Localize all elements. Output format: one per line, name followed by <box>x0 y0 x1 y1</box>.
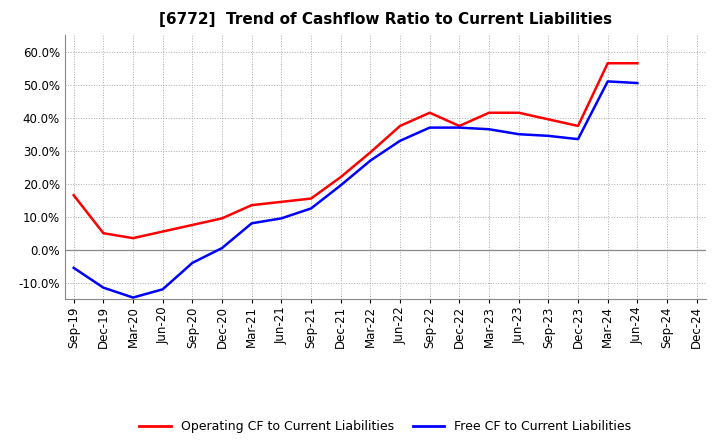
Legend: Operating CF to Current Liabilities, Free CF to Current Liabilities: Operating CF to Current Liabilities, Fre… <box>135 415 636 438</box>
Title: [6772]  Trend of Cashflow Ratio to Current Liabilities: [6772] Trend of Cashflow Ratio to Curren… <box>158 12 612 27</box>
